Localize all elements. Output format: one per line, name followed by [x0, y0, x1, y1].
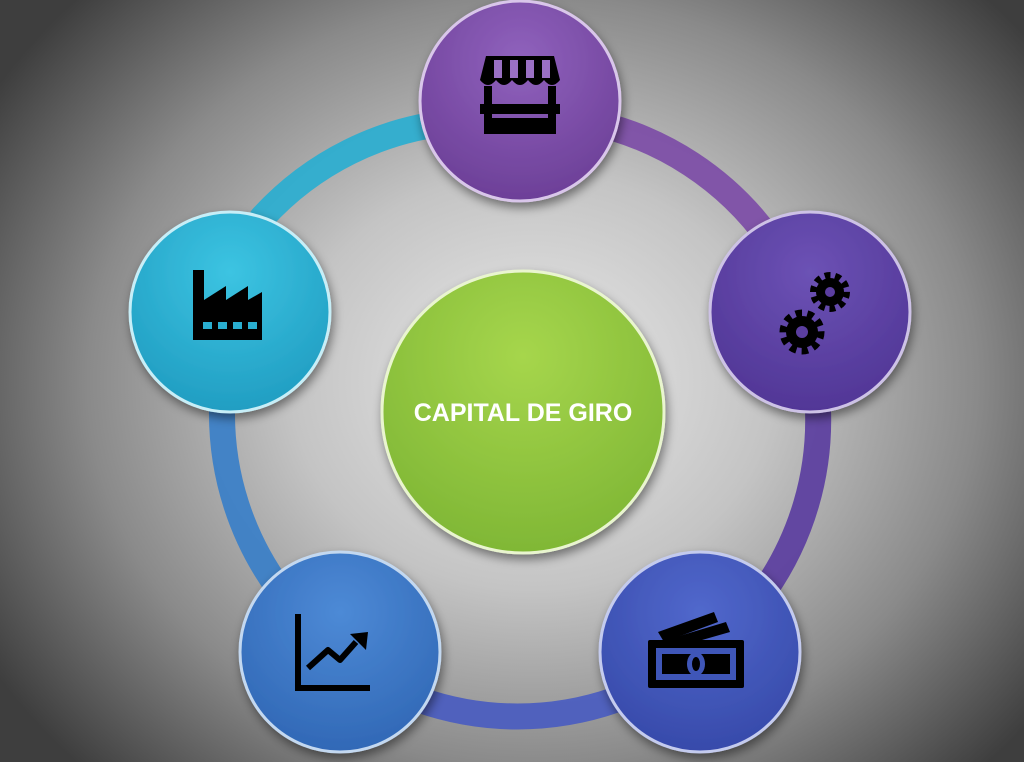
- node-top: [418, 0, 622, 203]
- node-right: [708, 210, 912, 414]
- ring-segment-top-right: [577, 109, 783, 253]
- node-left: [128, 210, 332, 414]
- center-node: CAPITAL DE GIRO: [380, 269, 666, 555]
- factory-icon: [193, 270, 262, 340]
- center-title: CAPITAL DE GIRO: [414, 399, 633, 427]
- growth-chart-icon: [295, 614, 370, 691]
- ring-segment-right-bottom-right: [752, 397, 832, 603]
- market-stall-icon: [480, 56, 560, 134]
- node-bottom-right: [598, 550, 802, 754]
- node-bottom-left: [238, 550, 442, 754]
- gears-icon: [779, 272, 850, 355]
- ring-segment-bottom-left-left: [208, 397, 293, 603]
- money-bills-icon: [648, 612, 744, 688]
- ring-segment-bottom: [407, 687, 628, 730]
